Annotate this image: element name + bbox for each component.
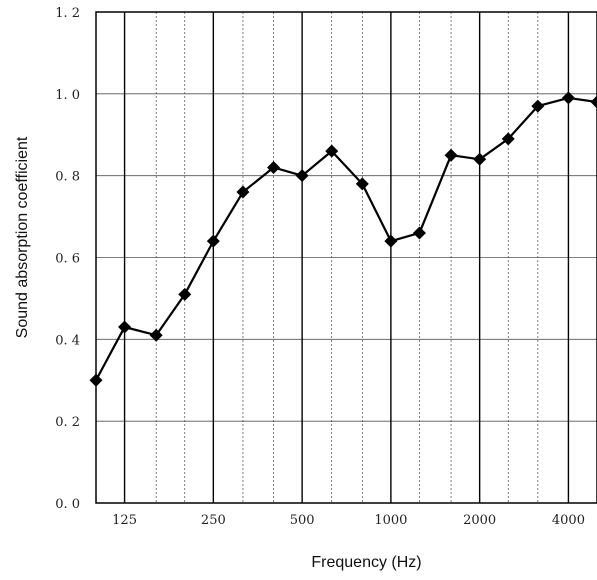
data-point-marker xyxy=(150,329,163,342)
data-point-marker xyxy=(413,226,426,239)
x-tick-label: 2000 xyxy=(463,513,496,528)
data-point-marker xyxy=(90,374,103,387)
y-tick-label: 1. 2 xyxy=(55,6,80,21)
series-line xyxy=(96,98,597,380)
y-axis-ticks: 0. 0 0. 2 0. 4 0. 6 0. 8 1. 0 1. 2 xyxy=(55,6,80,512)
y-tick-label: 0. 6 xyxy=(55,252,80,267)
series xyxy=(90,91,597,386)
x-tick-label: 125 xyxy=(112,513,137,528)
x-tick-label: 4000 xyxy=(552,513,585,528)
data-point-marker xyxy=(445,149,458,162)
data-point-marker xyxy=(178,288,191,301)
data-point-marker xyxy=(591,96,597,109)
x-tick-label: 1000 xyxy=(374,513,407,528)
data-point-marker xyxy=(384,235,397,248)
x-tick-label: 500 xyxy=(290,513,315,528)
y-tick-label: 0. 0 xyxy=(55,497,80,512)
data-point-marker xyxy=(118,321,131,334)
y-tick-label: 0. 2 xyxy=(55,415,80,430)
x-axis-title: Frequency (Hz) xyxy=(311,554,421,571)
y-tick-label: 1. 0 xyxy=(55,88,80,103)
x-tick-label: 250 xyxy=(201,513,226,528)
grid xyxy=(96,12,597,503)
data-point-marker xyxy=(562,91,575,104)
y-tick-label: 0. 4 xyxy=(55,333,80,348)
y-axis-title: Sound absorption coefficient xyxy=(14,136,31,338)
y-tick-label: 0. 8 xyxy=(55,170,80,185)
data-point-marker xyxy=(207,235,220,248)
x-axis-ticks: 125 250 500 1000 2000 4000 xyxy=(112,513,585,528)
